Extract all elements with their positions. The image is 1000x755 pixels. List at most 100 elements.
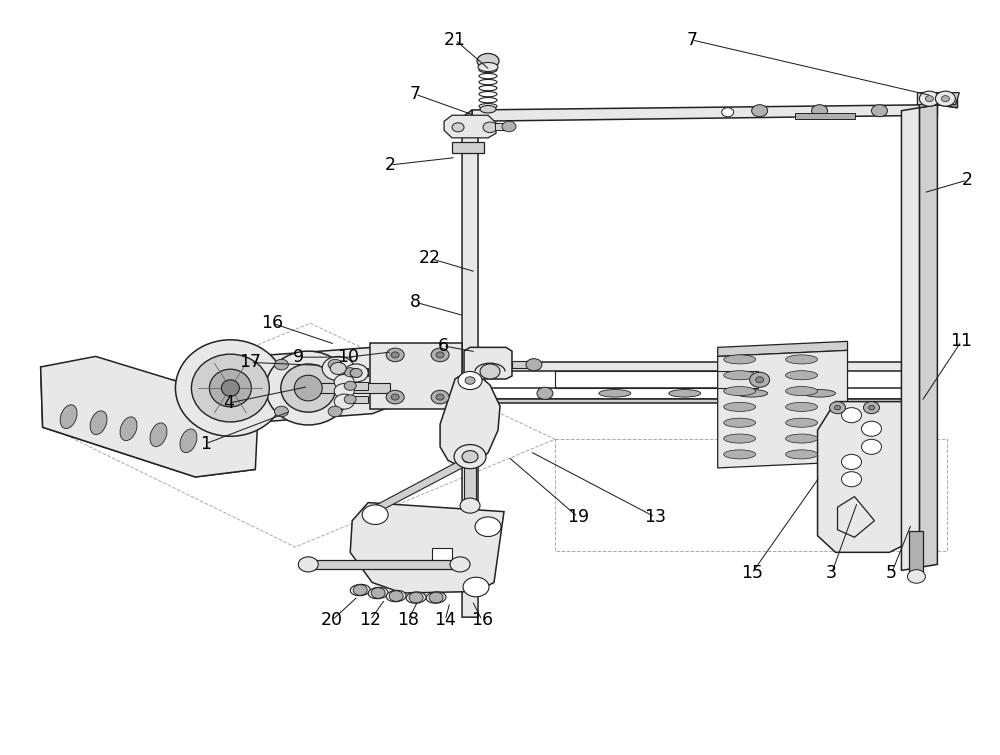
Circle shape	[842, 408, 861, 423]
Text: 9: 9	[293, 348, 304, 366]
Circle shape	[907, 570, 925, 583]
Bar	[312, 383, 390, 393]
Text: 16: 16	[471, 611, 493, 629]
Text: 7: 7	[410, 85, 421, 103]
Circle shape	[835, 405, 841, 410]
Ellipse shape	[786, 387, 818, 396]
Text: 20: 20	[321, 611, 343, 629]
Polygon shape	[444, 116, 496, 138]
Ellipse shape	[804, 390, 836, 397]
Ellipse shape	[60, 405, 77, 429]
Ellipse shape	[786, 355, 818, 364]
Ellipse shape	[180, 429, 197, 453]
Bar	[350, 396, 368, 403]
Circle shape	[362, 505, 388, 525]
Polygon shape	[901, 108, 919, 571]
Text: 8: 8	[410, 293, 421, 311]
Circle shape	[722, 108, 734, 117]
Text: 2: 2	[385, 156, 396, 174]
Polygon shape	[478, 399, 905, 403]
Circle shape	[861, 439, 881, 455]
Circle shape	[475, 517, 501, 537]
Text: 14: 14	[434, 611, 456, 629]
Text: 15: 15	[741, 565, 763, 582]
Text: 3: 3	[826, 565, 837, 582]
Bar	[495, 123, 509, 131]
Polygon shape	[372, 461, 465, 513]
Circle shape	[460, 498, 480, 513]
Ellipse shape	[221, 380, 239, 396]
Ellipse shape	[786, 450, 818, 459]
Ellipse shape	[426, 592, 446, 603]
Circle shape	[537, 387, 553, 399]
Circle shape	[436, 352, 444, 358]
Ellipse shape	[786, 434, 818, 443]
Circle shape	[756, 377, 764, 383]
Circle shape	[752, 105, 768, 117]
Circle shape	[386, 348, 404, 362]
Circle shape	[436, 394, 444, 400]
Polygon shape	[432, 548, 452, 563]
Circle shape	[334, 384, 354, 399]
Text: 4: 4	[223, 394, 234, 412]
Polygon shape	[464, 347, 512, 379]
Circle shape	[868, 405, 874, 410]
Text: 18: 18	[397, 611, 419, 629]
Circle shape	[274, 406, 288, 417]
Ellipse shape	[724, 434, 756, 443]
Polygon shape	[472, 105, 937, 122]
Circle shape	[502, 122, 516, 132]
Text: 22: 22	[419, 249, 441, 267]
Polygon shape	[462, 122, 478, 617]
Circle shape	[458, 371, 482, 390]
Ellipse shape	[350, 584, 370, 596]
Circle shape	[391, 352, 399, 358]
Circle shape	[526, 359, 542, 371]
Ellipse shape	[724, 371, 756, 380]
Text: 16: 16	[261, 314, 283, 332]
Ellipse shape	[90, 411, 107, 435]
Ellipse shape	[386, 590, 406, 602]
Text: 2: 2	[962, 171, 973, 189]
Circle shape	[344, 395, 356, 404]
Ellipse shape	[120, 417, 137, 441]
Circle shape	[344, 368, 356, 377]
Circle shape	[391, 394, 399, 400]
Ellipse shape	[786, 418, 818, 427]
Circle shape	[454, 445, 486, 469]
Circle shape	[344, 381, 356, 390]
Text: 6: 6	[438, 337, 449, 355]
Circle shape	[330, 362, 346, 374]
Circle shape	[483, 122, 497, 133]
Text: 13: 13	[644, 508, 666, 526]
Polygon shape	[478, 388, 905, 399]
Circle shape	[386, 390, 404, 404]
Polygon shape	[350, 503, 504, 593]
Ellipse shape	[724, 418, 756, 427]
Circle shape	[344, 364, 368, 382]
Circle shape	[750, 372, 770, 387]
Circle shape	[480, 364, 500, 379]
Circle shape	[935, 91, 955, 106]
Circle shape	[334, 394, 354, 409]
Circle shape	[456, 450, 480, 468]
Polygon shape	[452, 143, 484, 153]
Bar	[350, 368, 368, 376]
Circle shape	[409, 592, 423, 602]
Ellipse shape	[786, 371, 818, 380]
Ellipse shape	[736, 390, 768, 397]
Ellipse shape	[266, 351, 351, 425]
Circle shape	[830, 402, 846, 414]
Circle shape	[463, 578, 489, 596]
Circle shape	[842, 472, 861, 487]
Text: 7: 7	[686, 31, 697, 49]
Text: 12: 12	[359, 611, 381, 629]
Circle shape	[328, 359, 342, 370]
Polygon shape	[455, 110, 472, 135]
Text: 1: 1	[200, 435, 211, 453]
Bar	[512, 361, 534, 368]
Polygon shape	[478, 362, 905, 371]
Circle shape	[863, 402, 879, 414]
Ellipse shape	[191, 354, 269, 422]
Ellipse shape	[209, 369, 251, 407]
